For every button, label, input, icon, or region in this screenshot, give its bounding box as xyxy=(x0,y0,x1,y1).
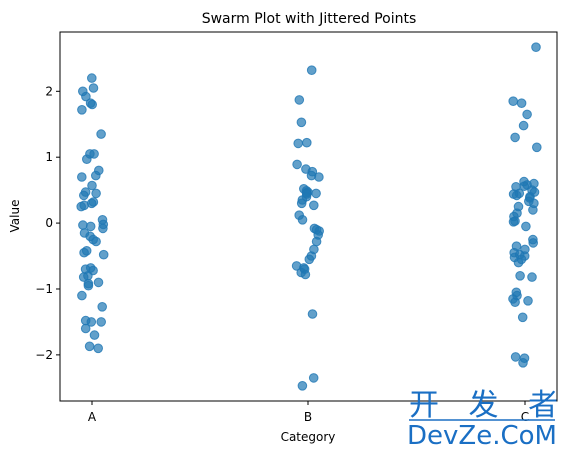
data-point-a xyxy=(79,247,89,258)
y-axis: −2 −1 0 1 2 xyxy=(35,84,60,362)
data-point-c xyxy=(523,296,533,306)
x-axis: A B C xyxy=(88,401,529,424)
data-point-a xyxy=(77,105,87,115)
data-point-b xyxy=(292,159,302,170)
data-point-c xyxy=(527,272,537,282)
x-tick-label-a: A xyxy=(88,410,97,424)
data-point-c xyxy=(518,120,529,131)
data-point-a xyxy=(96,317,106,327)
y-tick-label: 1 xyxy=(45,150,53,164)
data-point-c xyxy=(513,257,524,268)
data-point-a xyxy=(89,330,100,340)
data-point-b xyxy=(297,381,308,391)
y-axis-label: Value xyxy=(8,200,22,233)
data-point-a xyxy=(84,341,95,352)
data-point-c xyxy=(528,238,539,248)
y-tick-label: 0 xyxy=(45,216,53,230)
data-point-b xyxy=(308,373,319,383)
data-point-b xyxy=(294,95,305,105)
data-point-c xyxy=(510,352,521,362)
watermark-cn-text: 开 发 者 xyxy=(409,388,565,423)
data-point-a xyxy=(91,170,101,181)
data-point-c xyxy=(516,98,527,108)
data-point-a xyxy=(81,91,91,102)
data-point-a xyxy=(82,154,92,164)
data-point-b xyxy=(302,137,312,148)
data-point-a xyxy=(78,272,89,282)
data-point-c xyxy=(518,358,528,368)
data-point-b xyxy=(293,138,304,149)
data-point-b xyxy=(311,236,322,247)
data-point-b xyxy=(307,309,318,319)
data-point-b xyxy=(304,254,315,265)
data-point-c xyxy=(528,205,538,215)
points-layer xyxy=(76,42,542,391)
data-point-c xyxy=(532,142,542,153)
data-point-a xyxy=(93,277,104,288)
data-point-b xyxy=(300,269,311,280)
data-point-a xyxy=(85,221,96,232)
data-point-c xyxy=(508,217,519,227)
y-tick-label: 2 xyxy=(45,84,53,98)
data-point-c xyxy=(510,132,520,143)
data-point-a xyxy=(96,129,106,139)
data-point-a xyxy=(88,83,99,93)
data-point-a xyxy=(98,223,108,234)
chart-title: Swarm Plot with Jittered Points xyxy=(202,11,417,27)
watermark: 开 发 者 DevZe.CoM xyxy=(407,388,565,451)
data-point-a xyxy=(77,172,87,182)
data-point-a xyxy=(87,73,97,83)
data-point-b xyxy=(297,215,308,225)
data-point-a xyxy=(91,188,101,199)
data-point-b xyxy=(309,200,319,211)
data-point-c xyxy=(515,271,525,281)
data-point-c xyxy=(508,96,519,106)
data-point-b xyxy=(311,188,321,199)
data-point-c xyxy=(531,42,541,53)
data-point-c xyxy=(521,221,531,232)
data-point-c xyxy=(510,297,520,308)
data-point-a xyxy=(86,317,97,327)
data-point-c xyxy=(511,190,522,201)
plot-frame xyxy=(59,31,558,402)
data-point-b xyxy=(296,117,307,128)
data-point-a xyxy=(87,99,97,110)
data-point-b xyxy=(306,65,317,75)
x-tick-label-b: B xyxy=(304,410,312,424)
data-point-b xyxy=(314,172,324,182)
watermark-en-text: DevZe.CoM xyxy=(407,421,557,451)
x-axis-label: Category xyxy=(281,430,336,444)
data-point-a xyxy=(91,236,101,247)
y-tick-label: −2 xyxy=(35,348,53,362)
data-point-a xyxy=(98,249,109,260)
data-point-a xyxy=(83,280,94,291)
data-point-c xyxy=(517,312,528,323)
x-tick-label-c: C xyxy=(521,410,529,424)
data-point-a xyxy=(97,302,107,312)
data-point-a xyxy=(79,190,89,201)
data-point-a xyxy=(87,180,97,191)
data-point-a xyxy=(77,290,87,301)
data-point-a xyxy=(76,201,86,212)
data-point-b xyxy=(296,198,307,209)
data-point-a xyxy=(78,220,88,230)
y-tick-label: −1 xyxy=(35,282,53,296)
data-point-a xyxy=(80,323,91,334)
data-point-c xyxy=(522,109,532,120)
data-point-a xyxy=(93,343,103,354)
